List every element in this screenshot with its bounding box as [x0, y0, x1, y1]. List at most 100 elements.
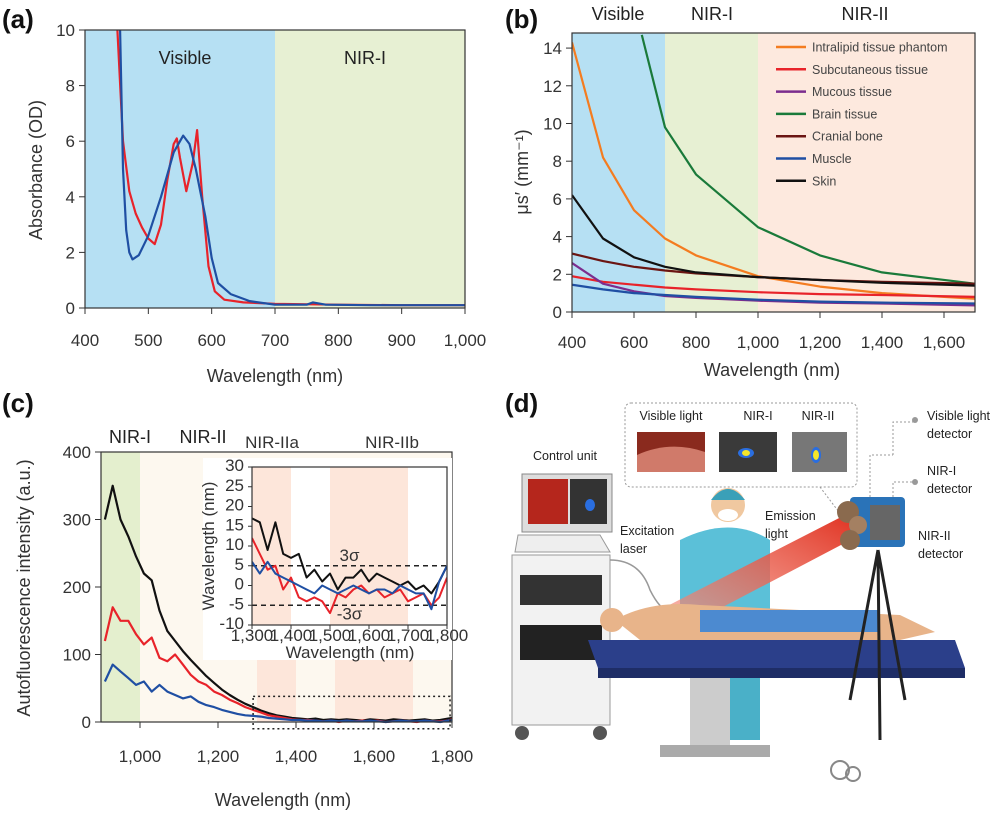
x-tick-label: 500 — [134, 331, 162, 350]
series-line-subcutaneous-tissue — [572, 275, 975, 298]
callout-nir2-label: NIR-II — [802, 409, 835, 423]
x-tick-label: 1,800 — [431, 747, 474, 766]
y-tick-label: 20 — [225, 496, 244, 515]
series-line — [103, 663, 452, 724]
x-tick-label: 900 — [387, 331, 415, 350]
series-line — [118, 30, 465, 307]
panel-d-illustration: Visible light NIR-I NIR-II Control unit … — [511, 402, 991, 782]
y-axis-title: μs′ (mm⁻¹) — [512, 129, 532, 214]
x-tick-label: 400 — [71, 331, 99, 350]
y-tick-label: 300 — [63, 511, 91, 530]
y-tick-label: 15 — [225, 515, 244, 534]
panel-label-d: (d) — [505, 388, 538, 418]
legend-label: Mucous tissue — [812, 85, 892, 99]
y-tick-label: 4 — [66, 188, 75, 207]
x-axis-title: Wavelength (nm) — [286, 643, 415, 662]
x-tick-label: 1,200 — [197, 747, 240, 766]
image-callout: Visible light NIR-I NIR-II — [624, 402, 858, 521]
series-line-brain-tissue — [640, 34, 975, 285]
y-tick-label: 10 — [56, 21, 75, 40]
x-tick-label: 1,400 — [275, 747, 318, 766]
series-line-skin — [572, 194, 975, 287]
control-unit-label: Control unit — [533, 449, 597, 463]
y-tick-label: -10 — [219, 614, 244, 633]
series-line — [116, 30, 465, 307]
reference-line-label: 3σ — [340, 546, 360, 565]
panel-b-scattering-chart: Visible NIR-I NIR-II 400 600 800 1,000 1,200 1,4… — [512, 4, 976, 380]
region-label: NIR-I — [109, 427, 151, 447]
series-line — [252, 517, 447, 595]
tripod — [848, 549, 907, 741]
y-axis-title: Wavelength (nm) — [199, 482, 218, 611]
nir1-detector-label-line2: detector — [927, 482, 972, 496]
x-tick-label: 1,300 — [231, 626, 274, 645]
series-line — [252, 537, 447, 615]
y-tick-label: 100 — [63, 646, 91, 665]
series-group — [572, 34, 975, 307]
region-label: NIR-II — [842, 4, 889, 24]
x-tick-label: 800 — [324, 331, 352, 350]
series-line — [103, 484, 452, 722]
detector-camera — [837, 497, 905, 550]
y-axis-title: Autofluorescence intensity (a.u.) — [14, 459, 34, 716]
region-band — [572, 33, 665, 312]
region-label: NIR-I — [691, 4, 733, 24]
x-axis-title: Wavelength (nm) — [704, 360, 840, 380]
legend-label: Cranial bone — [812, 130, 883, 144]
y-tick-label: 4 — [553, 228, 562, 247]
y-tick-label: 10 — [543, 114, 562, 133]
inset-background — [203, 458, 452, 660]
legend-label: Subcutaneous tissue — [812, 63, 928, 77]
x-tick-label: 1,000 — [119, 747, 162, 766]
control-unit-cart — [511, 473, 613, 740]
x-tick-label: 1,600 — [353, 747, 396, 766]
region-band — [335, 656, 413, 722]
x-tick-label: 1,600 — [348, 626, 391, 645]
panel-c-inset-chart: NIR-IIa NIR-IIb3σ-3σ1,3001,4001,5001,6001… — [199, 433, 468, 662]
y-tick-label: 200 — [63, 578, 91, 597]
y-tick-label: 400 — [63, 443, 91, 462]
y-tick-label: -5 — [229, 594, 244, 613]
y-tick-label: 2 — [553, 265, 562, 284]
y-tick-label: 30 — [225, 456, 244, 475]
operating-table — [588, 640, 965, 757]
patient — [600, 604, 935, 640]
series-line-muscle — [572, 283, 975, 305]
region-label: NIR-IIb — [365, 433, 419, 452]
region-label: Visible — [592, 4, 645, 24]
visible-detector-label-line2: detector — [927, 427, 972, 441]
excitation-label-line2: laser — [620, 542, 647, 556]
callout-nir1-label: NIR-I — [743, 409, 772, 423]
y-tick-label: 6 — [66, 132, 75, 151]
y-tick-label: 0 — [235, 575, 244, 594]
x-tick-label: 1,000 — [444, 331, 487, 350]
callout-visible-label: Visible light — [639, 409, 703, 423]
y-axis-title: Absorbance (OD) — [26, 100, 46, 240]
x-tick-label: 1,800 — [426, 626, 469, 645]
y-tick-label: 6 — [553, 190, 562, 209]
nir1-detector-label-line1: NIR-I — [927, 464, 956, 478]
x-tick-label: 1,400 — [861, 333, 904, 352]
x-tick-label: 800 — [682, 333, 710, 352]
watermark-logo-icon — [830, 760, 861, 782]
legend-label: Muscle — [812, 152, 852, 166]
region-band — [275, 30, 465, 308]
panel-label-a: (a) — [2, 4, 34, 34]
region-label: NIR-IIa — [245, 433, 299, 452]
legend-label: Skin — [812, 174, 836, 188]
x-tick-label: 1,000 — [737, 333, 780, 352]
y-tick-label: 12 — [543, 77, 562, 96]
nir2-detector-label-line2: detector — [918, 547, 963, 561]
x-tick-label: 600 — [197, 331, 225, 350]
x-tick-label: 1,500 — [309, 626, 352, 645]
y-tick-label: 14 — [543, 39, 562, 58]
reference-line-label: -3σ — [337, 604, 363, 623]
plot-frame — [571, 32, 976, 313]
y-tick-label: 5 — [235, 555, 244, 574]
y-tick-label: 0 — [66, 299, 75, 318]
x-tick-label: 1,600 — [923, 333, 966, 352]
region-label: NIR-II — [180, 427, 227, 447]
series-line-intralipid-tissue-phantom — [572, 42, 975, 300]
x-tick-label: 400 — [558, 333, 586, 352]
laser-fiber-cable — [609, 559, 671, 613]
